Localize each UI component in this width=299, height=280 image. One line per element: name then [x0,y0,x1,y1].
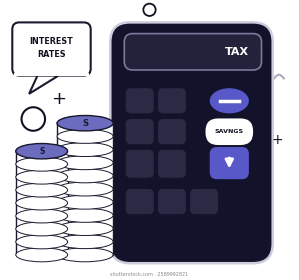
Ellipse shape [57,169,113,183]
Ellipse shape [16,157,68,171]
FancyBboxPatch shape [205,118,253,145]
Ellipse shape [57,195,113,209]
Ellipse shape [16,209,68,223]
Polygon shape [29,76,59,94]
FancyBboxPatch shape [190,189,218,214]
Ellipse shape [16,144,68,158]
Ellipse shape [57,129,113,143]
FancyBboxPatch shape [126,88,154,113]
Text: TAX: TAX [225,47,249,57]
FancyBboxPatch shape [124,34,262,70]
Ellipse shape [57,208,113,222]
Ellipse shape [57,116,113,130]
FancyBboxPatch shape [14,73,89,76]
Text: shutterstock.com · 2589992821: shutterstock.com · 2589992821 [110,272,189,277]
Ellipse shape [16,170,68,184]
FancyBboxPatch shape [12,22,91,76]
Ellipse shape [57,221,113,235]
FancyBboxPatch shape [210,147,249,179]
Ellipse shape [16,196,68,210]
Ellipse shape [57,182,113,196]
Polygon shape [16,151,68,255]
Ellipse shape [16,183,68,197]
Ellipse shape [57,156,113,170]
Ellipse shape [210,88,249,113]
Text: INTEREST
RATES: INTEREST RATES [30,38,73,59]
FancyBboxPatch shape [110,22,273,263]
Ellipse shape [16,222,68,236]
FancyBboxPatch shape [158,150,186,178]
Text: S: S [39,147,44,156]
Text: +: + [271,133,283,147]
Ellipse shape [16,248,68,262]
Ellipse shape [16,144,68,159]
Text: S: S [82,119,88,128]
Text: +: + [51,90,66,108]
Polygon shape [57,123,113,255]
FancyBboxPatch shape [126,150,154,178]
FancyBboxPatch shape [158,88,186,113]
Ellipse shape [16,235,68,249]
Ellipse shape [57,248,113,262]
FancyBboxPatch shape [158,189,186,214]
Text: SAVNGS: SAVNGS [215,129,244,134]
Ellipse shape [57,143,113,157]
FancyBboxPatch shape [158,119,186,144]
FancyBboxPatch shape [126,189,154,214]
Ellipse shape [57,116,113,131]
FancyBboxPatch shape [126,119,154,144]
Ellipse shape [57,235,113,249]
